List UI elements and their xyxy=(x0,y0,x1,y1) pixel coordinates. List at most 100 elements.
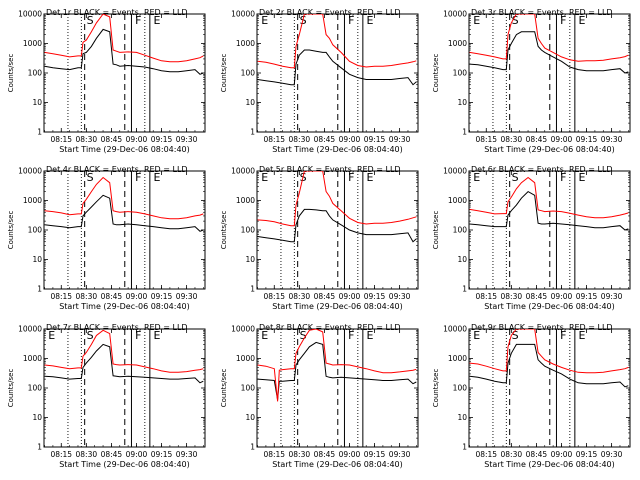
lld-series-line xyxy=(44,329,204,373)
lld-series-line xyxy=(257,14,417,69)
x-tick-label: 09:00 xyxy=(339,135,361,144)
x-tick-label: 09:30 xyxy=(389,450,411,459)
y-tick-label: 1 xyxy=(462,443,467,452)
x-tick-label: 08:15 xyxy=(50,450,72,459)
x-tick-label: 08:45 xyxy=(526,135,548,144)
x-tick-label: 09:00 xyxy=(126,450,148,459)
y-tick-label: 1 xyxy=(462,285,467,294)
x-tick-label: 08:30 xyxy=(289,135,311,144)
x-tick-label: 09:15 xyxy=(576,135,598,144)
region-label-s: S xyxy=(512,329,519,342)
x-tick-label: 09:15 xyxy=(364,292,386,301)
y-tick-label: 1000 xyxy=(23,354,42,363)
region-label-e: E xyxy=(154,14,161,27)
region-label-e: E xyxy=(367,171,374,184)
x-tick-label: 09:15 xyxy=(151,450,173,459)
x-axis-label: Start Time (29-Dec-06 08:04:40) xyxy=(272,302,403,311)
panel-title: Det 2r BLACK = Events, RED = LLD xyxy=(259,8,401,17)
y-tick-label: 1000 xyxy=(448,354,467,363)
y-tick-label: 1 xyxy=(250,443,255,452)
region-label-s: S xyxy=(512,14,519,27)
lld-series-line xyxy=(44,176,204,220)
x-axis-label: Start Time (29-Dec-06 08:04:40) xyxy=(484,145,615,154)
panel-title: Det 7r BLACK = Events, RED = LLD xyxy=(46,323,188,332)
x-tick-label: 08:15 xyxy=(50,135,72,144)
x-axis-label: Start Time (29-Dec-06 08:04:40) xyxy=(484,460,615,469)
y-tick-label: 1000 xyxy=(236,39,255,48)
events-series-line xyxy=(44,194,204,232)
y-axis-label: Counts/sec xyxy=(220,211,228,250)
region-label-e: E xyxy=(579,329,586,342)
x-tick-label: 09:00 xyxy=(551,135,573,144)
x-tick-label: 09:00 xyxy=(126,135,148,144)
lld-series-line xyxy=(469,14,629,62)
x-tick-label: 09:30 xyxy=(176,292,198,301)
panel-title: Det 9r BLACK = Events, RED = LLD xyxy=(471,323,613,332)
y-tick-label: 1000 xyxy=(236,354,255,363)
events-series-line xyxy=(469,343,629,388)
x-tick-label: 09:30 xyxy=(601,450,623,459)
y-tick-label: 1 xyxy=(37,285,42,294)
region-label-e: E xyxy=(261,171,268,184)
y-tick-label: 100 xyxy=(453,69,468,78)
events-series-line xyxy=(257,208,417,243)
region-label-e: E xyxy=(154,171,161,184)
y-tick-label: 1000 xyxy=(448,196,467,205)
x-tick-label: 09:00 xyxy=(339,450,361,459)
x-tick-label: 08:15 xyxy=(475,135,497,144)
lld-series-line xyxy=(44,14,204,63)
y-tick-label: 1 xyxy=(250,285,255,294)
x-tick-label: 08:30 xyxy=(501,292,523,301)
x-tick-label: 09:30 xyxy=(389,292,411,301)
panel-title: Det 3r BLACK = Events, RED = LLD xyxy=(471,8,613,17)
x-tick-label: 09:00 xyxy=(551,450,573,459)
x-axis-label: Start Time (29-Dec-06 08:04:40) xyxy=(484,302,615,311)
panel-title: Det 4r BLACK = Events, RED = LLD xyxy=(46,165,188,174)
x-tick-label: 09:30 xyxy=(601,135,623,144)
region-label-f: F xyxy=(560,171,566,184)
x-tick-label: 08:15 xyxy=(475,292,497,301)
y-tick-label: 10000 xyxy=(231,10,255,19)
x-axis-label: Start Time (29-Dec-06 08:04:40) xyxy=(59,302,190,311)
y-tick-label: 100 xyxy=(28,226,43,235)
region-label-s: S xyxy=(300,329,307,342)
y-tick-label: 1 xyxy=(37,128,42,137)
x-tick-label: 09:15 xyxy=(364,450,386,459)
region-label-e: E xyxy=(579,14,586,27)
y-tick-label: 1000 xyxy=(448,39,467,48)
y-tick-label: 100 xyxy=(241,226,256,235)
x-tick-label: 09:30 xyxy=(176,450,198,459)
y-tick-label: 1 xyxy=(37,443,42,452)
events-series-line xyxy=(469,190,629,231)
y-tick-label: 1000 xyxy=(23,196,42,205)
panel-title: Det 8r BLACK = Events, RED = LLD xyxy=(259,323,401,332)
y-axis-label: Counts/sec xyxy=(7,369,15,408)
y-tick-label: 10000 xyxy=(18,167,42,176)
y-tick-label: 10000 xyxy=(443,10,467,19)
events-series-line xyxy=(469,31,629,74)
y-tick-label: 10 xyxy=(32,413,42,422)
y-tick-label: 10 xyxy=(245,98,255,107)
y-tick-label: 10 xyxy=(245,255,255,264)
x-tick-label: 08:45 xyxy=(101,135,123,144)
lld-series-line xyxy=(469,176,629,219)
x-axis-label: Start Time (29-Dec-06 08:04:40) xyxy=(59,460,190,469)
x-tick-label: 08:45 xyxy=(526,450,548,459)
panel-title: Det 5r BLACK = Events, RED = LLD xyxy=(259,165,401,174)
x-tick-label: 08:15 xyxy=(263,450,285,459)
x-axis-label: Start Time (29-Dec-06 08:04:40) xyxy=(59,145,190,154)
y-tick-label: 1000 xyxy=(23,39,42,48)
y-tick-label: 10 xyxy=(457,413,467,422)
x-tick-label: 08:45 xyxy=(101,450,123,459)
y-tick-label: 10000 xyxy=(18,325,42,334)
x-tick-label: 08:45 xyxy=(314,450,336,459)
region-label-e: E xyxy=(48,329,55,342)
x-tick-label: 09:15 xyxy=(576,450,598,459)
